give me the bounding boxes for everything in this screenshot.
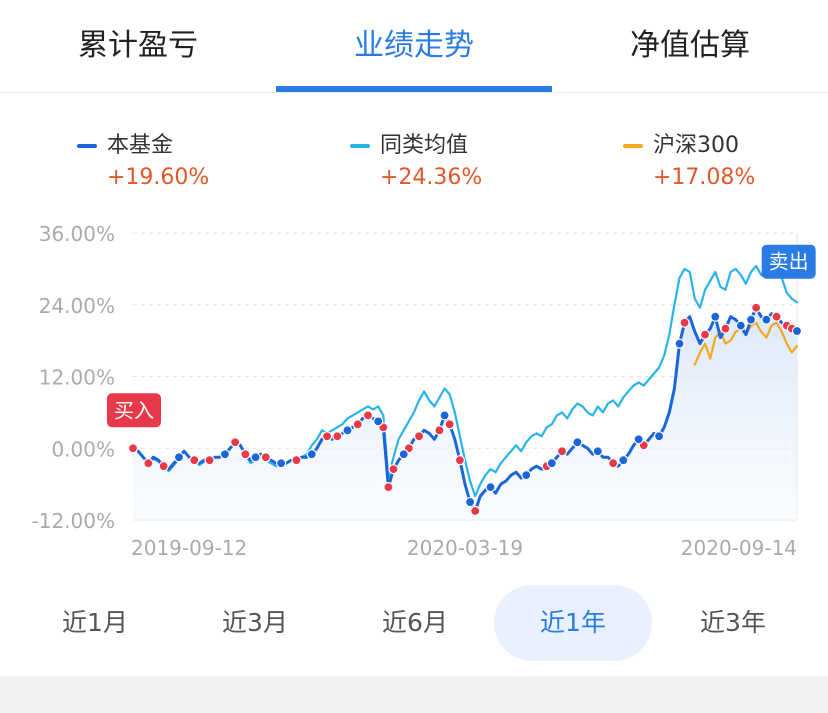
buy-marker: 买入 (107, 393, 161, 428)
sell-dot (352, 419, 363, 430)
buy-dot (745, 314, 757, 325)
tab-performance[interactable]: 业绩走势 (354, 28, 474, 63)
buy-dot (306, 449, 317, 460)
y-tick-label: 0.00% (51, 437, 115, 461)
footer-strip (0, 676, 828, 713)
range-6-months[interactable]: 近6月 (382, 608, 448, 637)
sell-dot (699, 329, 711, 340)
buy-marker-box (107, 393, 161, 428)
sell-marker-box (761, 244, 816, 279)
sell-dot (332, 431, 343, 442)
fund-area-fill (133, 307, 797, 520)
tab-nav-estimate[interactable]: 净值估算 (630, 28, 750, 63)
buy-dot (653, 431, 665, 442)
sell-dot (127, 443, 139, 454)
sell-dot (444, 419, 455, 430)
buy-dot (173, 452, 185, 463)
x-tick-label: 2020-09-14 (681, 536, 797, 560)
y-tick-label: -12.00% (32, 509, 115, 533)
buy-dot (761, 314, 772, 325)
sell-dot (679, 317, 690, 328)
legend-fund-value: +19.60% (107, 165, 210, 190)
legend-csi300-name: 沪深300 (653, 133, 739, 158)
range-1-month[interactable]: 近1月 (62, 608, 128, 637)
range-3-years[interactable]: 近3年 (700, 608, 766, 637)
buy-dot (276, 458, 287, 469)
sell-dot (291, 455, 302, 466)
sell-dot (470, 505, 481, 517)
sell-dot (383, 482, 394, 493)
sell-dot (771, 311, 782, 322)
sell-dot (454, 455, 465, 466)
sell-dot (204, 455, 215, 466)
sell-dot (720, 323, 731, 334)
legend-peer-name: 同类均值 (380, 133, 469, 158)
buy-dot (572, 437, 583, 448)
buy-dot (592, 446, 603, 457)
tab-cumulative-pnl[interactable]: 累计盈亏 (78, 28, 198, 63)
sell-marker-label: 卖出 (769, 250, 809, 274)
buy-dot (791, 325, 803, 337)
buy-dot (735, 320, 746, 331)
buy-dot (342, 425, 353, 436)
sell-dot (143, 458, 154, 469)
buy-dot (710, 311, 721, 322)
range-3-months[interactable]: 近3月 (222, 608, 288, 637)
sell-marker: 卖出 (761, 244, 816, 279)
legend-peer-value: +24.36% (380, 165, 483, 190)
buy-dot (521, 470, 532, 481)
buy-dot (398, 449, 409, 460)
buy-dot (219, 449, 231, 460)
sell-dot (240, 449, 251, 460)
time-range-selector: 近1月 近3月 近6月 近1年 近3年 (0, 585, 828, 661)
legend-csi300-value: +17.08% (653, 165, 756, 190)
sell-dot (608, 458, 619, 469)
buy-marker-label: 买入 (114, 398, 154, 422)
y-tick-label: 24.00% (39, 294, 115, 318)
legend-fund-name: 本基金 (107, 133, 174, 158)
sell-dot (158, 461, 169, 472)
buy-dot (485, 482, 496, 493)
buy-dot (439, 410, 450, 421)
tab-bar: 累计盈亏 业绩走势 净值估算 (0, 0, 828, 93)
y-tick-label: 12.00% (39, 366, 115, 390)
sell-dot (751, 302, 762, 313)
legend-peer-swatch (350, 144, 370, 148)
buy-dot (633, 434, 644, 445)
sell-dot (362, 410, 374, 421)
x-tick-label: 2019-09-12 (131, 536, 247, 560)
sell-dot (321, 431, 333, 442)
buy-dot (546, 458, 557, 469)
sell-dot (388, 464, 399, 475)
range-1-year[interactable]: 近1年 (494, 585, 652, 661)
sell-dot (434, 425, 445, 436)
y-tick-label: 36.00% (39, 222, 115, 246)
buy-dot (373, 416, 384, 427)
buy-dot (674, 338, 685, 349)
buy-dot (618, 455, 629, 466)
sell-dot (260, 452, 271, 463)
sell-dot (230, 437, 241, 448)
x-tick-label: 2020-03-19 (407, 536, 523, 560)
sell-dot (556, 446, 568, 457)
buy-dot (465, 496, 476, 508)
performance-chart[interactable]: 36.00% 24.00% 12.00% 0.00% -12.00% 2019-09-12… (0, 200, 828, 570)
sell-dot (189, 455, 200, 466)
legend-csi300-swatch (623, 144, 643, 148)
active-tab-indicator (276, 86, 552, 92)
buy-dot (250, 452, 261, 463)
legend-fund-swatch (77, 144, 97, 148)
sell-dot (413, 431, 425, 442)
